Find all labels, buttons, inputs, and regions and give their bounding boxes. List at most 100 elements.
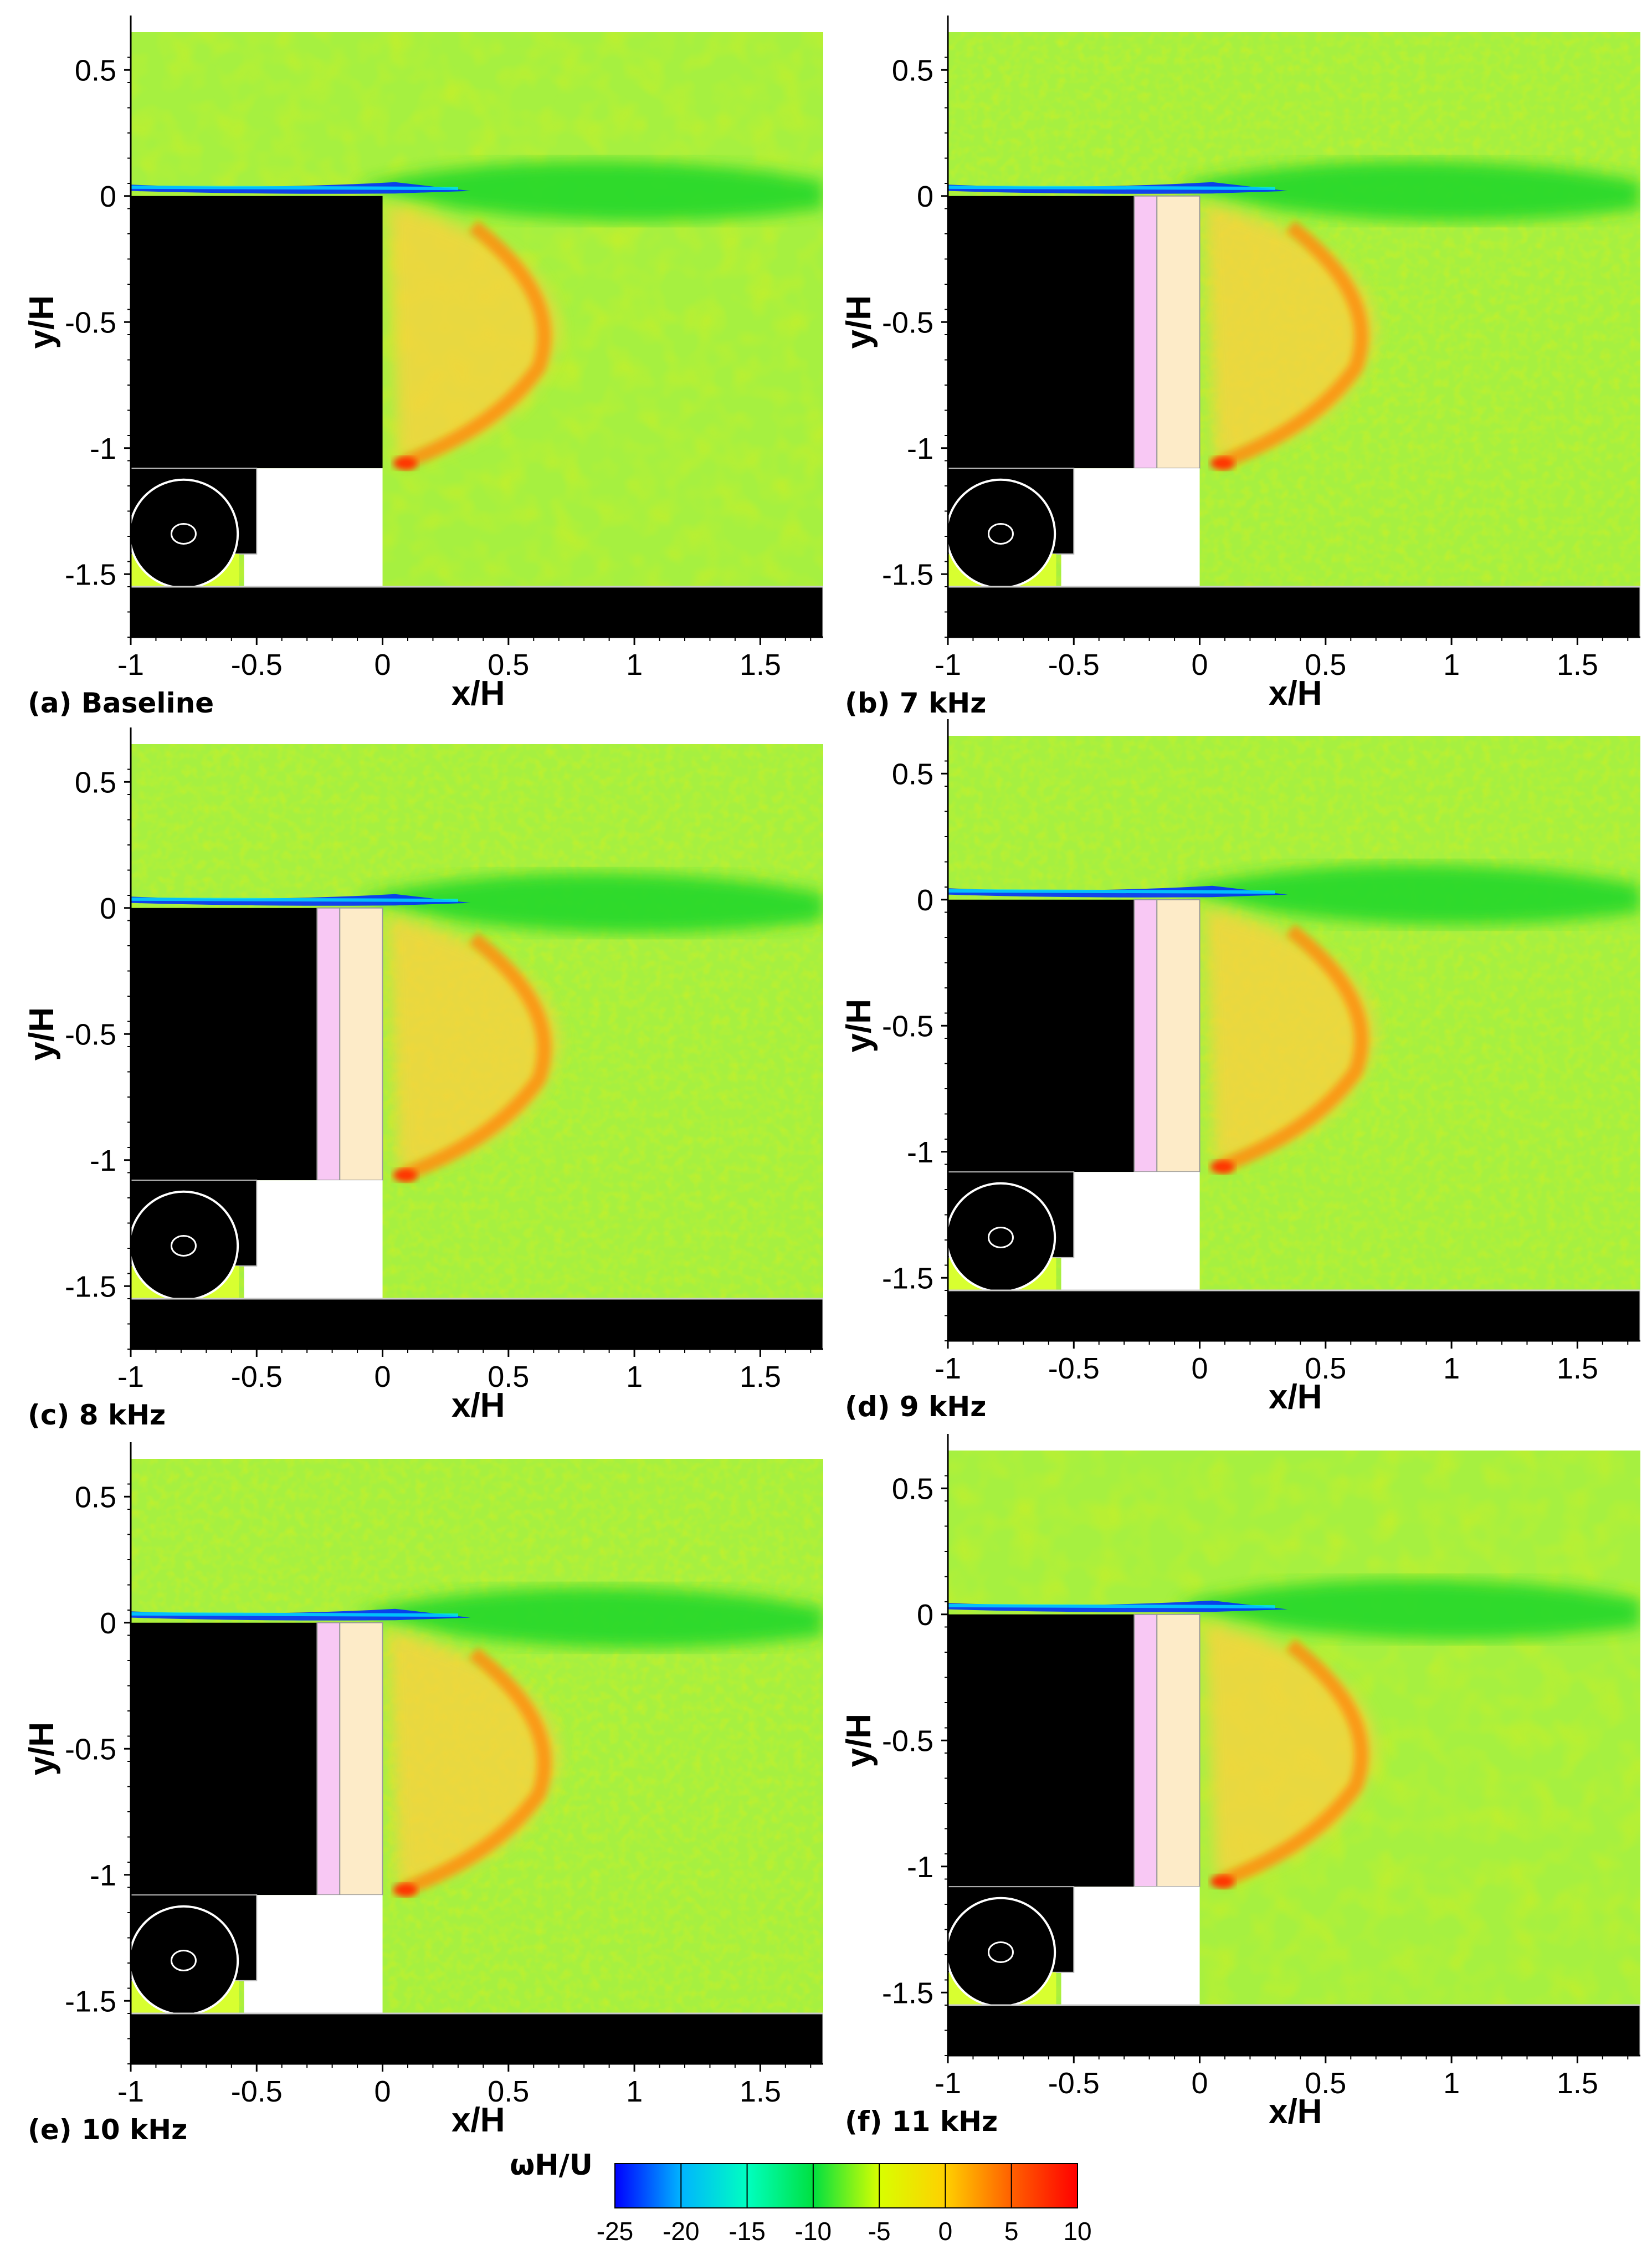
x-tick-label: 1 bbox=[626, 1360, 643, 1393]
x-tick-label: 0.5 bbox=[488, 2075, 529, 2108]
trailer-body bbox=[131, 196, 383, 469]
x-tick-label: -0.5 bbox=[231, 648, 283, 681]
y-tick-label: 0.5 bbox=[892, 54, 933, 87]
y-tick-label: -0.5 bbox=[65, 1018, 116, 1051]
shear-layer-arc bbox=[1217, 924, 1369, 1174]
actuator-plate-cream bbox=[339, 1622, 383, 1896]
axes: 0.5 0 -0.5 -1 -1.5 -1 -0.5 0 0.5 1 1.5 x/H y/H bbox=[23, 1442, 823, 2139]
x-tick-label: -0.5 bbox=[1048, 2067, 1100, 2100]
x-axis-label: x/H bbox=[1269, 2093, 1322, 2131]
x-tick-label: 1 bbox=[626, 2075, 643, 2108]
y-tick-label: 0.5 bbox=[75, 1480, 116, 1514]
wake-shear-region bbox=[357, 1587, 823, 1648]
y-tick-label: -1.5 bbox=[882, 1262, 933, 1295]
x-tick-label: 1.5 bbox=[740, 648, 781, 681]
x-tick-label: 0.5 bbox=[488, 648, 529, 681]
colorbar-gradient bbox=[614, 2163, 1078, 2208]
y-axis-label: y/H bbox=[840, 1714, 878, 1767]
vortex-core bbox=[393, 1169, 418, 1182]
y-tick-label: 0 bbox=[100, 892, 116, 925]
y-tick-label: 0.5 bbox=[892, 757, 933, 791]
axes: 0.5 0 -0.5 -1 -1.5 -1 -0.5 0 0.5 1 1.5 x/H y/H bbox=[23, 16, 823, 713]
x-axis-label: x/H bbox=[1269, 674, 1322, 713]
y-tick-label: 0 bbox=[917, 884, 933, 917]
ground-plane bbox=[948, 2004, 1640, 2056]
colorbar-tick-label: 5 bbox=[1004, 2217, 1019, 2246]
x-tick-label: -1 bbox=[935, 2067, 961, 2100]
x-tick-label: 0 bbox=[1192, 648, 1208, 681]
colorbar-tick-label: -25 bbox=[597, 2217, 633, 2246]
y-tick-label: -1 bbox=[90, 1859, 116, 1892]
y-axis-label: y/H bbox=[23, 295, 61, 349]
contour-plot: 0.5 0 -0.5 -1 -1.5 -1 -0.5 0 0.5 1 1.5 x/H y/H bbox=[23, 727, 823, 1424]
y-tick-label: -0.5 bbox=[65, 1733, 116, 1766]
y-tick-label: -0.5 bbox=[65, 306, 116, 339]
wake-shear-region bbox=[357, 873, 823, 934]
x-tick-label: 1 bbox=[1443, 2067, 1460, 2100]
y-tick-label: 0 bbox=[100, 1607, 116, 1640]
panel-caption: (a) Baseline bbox=[28, 687, 214, 719]
x-tick-label: -0.5 bbox=[1048, 1352, 1100, 1385]
y-tick-label: -1.5 bbox=[65, 1985, 116, 2018]
colorbar-tick-label: -10 bbox=[795, 2217, 832, 2246]
shear-layer-arc bbox=[400, 221, 552, 470]
ground-plane bbox=[948, 1289, 1640, 1341]
vortex-core bbox=[393, 457, 418, 470]
vortex-core bbox=[1210, 1160, 1235, 1174]
ground-plane bbox=[131, 2012, 823, 2064]
x-tick-label: 0.5 bbox=[488, 1360, 529, 1393]
vorticity-panel-a: 0.5 0 -0.5 -1 -1.5 -1 -0.5 0 0.5 1 1.5 x/H y/H (a) Ba… bbox=[0, 0, 831, 720]
actuator-plate-pink bbox=[1133, 899, 1158, 1173]
x-axis-label: x/H bbox=[1269, 1378, 1322, 1416]
panel-caption: (e) 10 kHz bbox=[28, 2114, 188, 2146]
actuator-plate-cream bbox=[1156, 195, 1200, 469]
y-axis-label: y/H bbox=[23, 1007, 61, 1060]
x-tick-label: 0 bbox=[374, 2075, 391, 2108]
contour-plot: 0.5 0 -0.5 -1 -1.5 -1 -0.5 0 0.5 1 1.5 x/H y/H bbox=[23, 16, 823, 713]
x-tick-label: 0 bbox=[1192, 2067, 1208, 2100]
wake-shear-region bbox=[1174, 864, 1640, 925]
ground-plane bbox=[131, 1298, 823, 1349]
underbody-region bbox=[244, 1895, 383, 2013]
actuator-plate-cream bbox=[1156, 1613, 1200, 1888]
actuator-plate-pink bbox=[316, 907, 341, 1181]
axes: 0.5 0 -0.5 -1 -1.5 -1 -0.5 0 0.5 1 1.5 x/H y/H bbox=[23, 727, 823, 1424]
vorticity-panel-e: 0.5 0 -0.5 -1 -1.5 -1 -0.5 0 0.5 1 1.5 x/H y/H (e) 10… bbox=[0, 1427, 831, 2147]
underbody-region bbox=[1061, 1172, 1200, 1290]
underbody-region bbox=[1061, 468, 1200, 587]
x-axis-label: x/H bbox=[452, 2101, 505, 2139]
y-tick-label: -1 bbox=[907, 432, 933, 465]
y-tick-label: 0 bbox=[917, 180, 933, 213]
axes: 0.5 0 -0.5 -1 -1.5 -1 -0.5 0 0.5 1 1.5 x/H y/H bbox=[840, 719, 1640, 1416]
panel-caption: (b) 7 kHz bbox=[845, 687, 987, 719]
ground-plane bbox=[948, 586, 1640, 637]
colorbar-tick-label: -20 bbox=[663, 2217, 699, 2246]
y-tick-label: -1 bbox=[90, 1144, 116, 1177]
x-tick-label: 0 bbox=[374, 648, 391, 681]
wake-shear-region bbox=[1174, 161, 1640, 222]
y-axis-label: y/H bbox=[23, 1722, 61, 1775]
y-tick-label: -1.5 bbox=[882, 1976, 933, 2010]
x-axis-label: x/H bbox=[452, 1386, 505, 1424]
y-tick-label: 0.5 bbox=[75, 766, 116, 799]
x-tick-label: 1.5 bbox=[1557, 2067, 1598, 2100]
x-tick-label: 0.5 bbox=[1305, 2067, 1346, 2100]
y-tick-label: -0.5 bbox=[882, 1009, 933, 1043]
x-tick-label: -1 bbox=[117, 648, 144, 681]
y-tick-label: 0.5 bbox=[892, 1472, 933, 1505]
shear-layer-arc bbox=[1217, 221, 1369, 470]
colorbar-tick-label: 0 bbox=[938, 2217, 953, 2246]
vortex-core bbox=[393, 1883, 418, 1897]
x-tick-label: -1 bbox=[117, 2075, 144, 2108]
x-tick-label: -1 bbox=[935, 1352, 961, 1385]
vorticity-panel-b: 0.5 0 -0.5 -1 -1.5 -1 -0.5 0 0.5 1 1.5 x/H y/H (b) 7 … bbox=[817, 0, 1648, 720]
contour-plot: 0.5 0 -0.5 -1 -1.5 -1 -0.5 0 0.5 1 1.5 x/H y/H bbox=[840, 719, 1640, 1416]
y-tick-label: 0 bbox=[917, 1598, 933, 1632]
y-tick-label: -1 bbox=[907, 1851, 933, 1884]
x-tick-label: 1.5 bbox=[740, 1360, 781, 1393]
x-tick-label: 0 bbox=[374, 1360, 391, 1393]
x-tick-label: 1.5 bbox=[1557, 1352, 1598, 1385]
y-tick-label: -1 bbox=[90, 432, 116, 465]
x-tick-label: -0.5 bbox=[231, 1360, 283, 1393]
